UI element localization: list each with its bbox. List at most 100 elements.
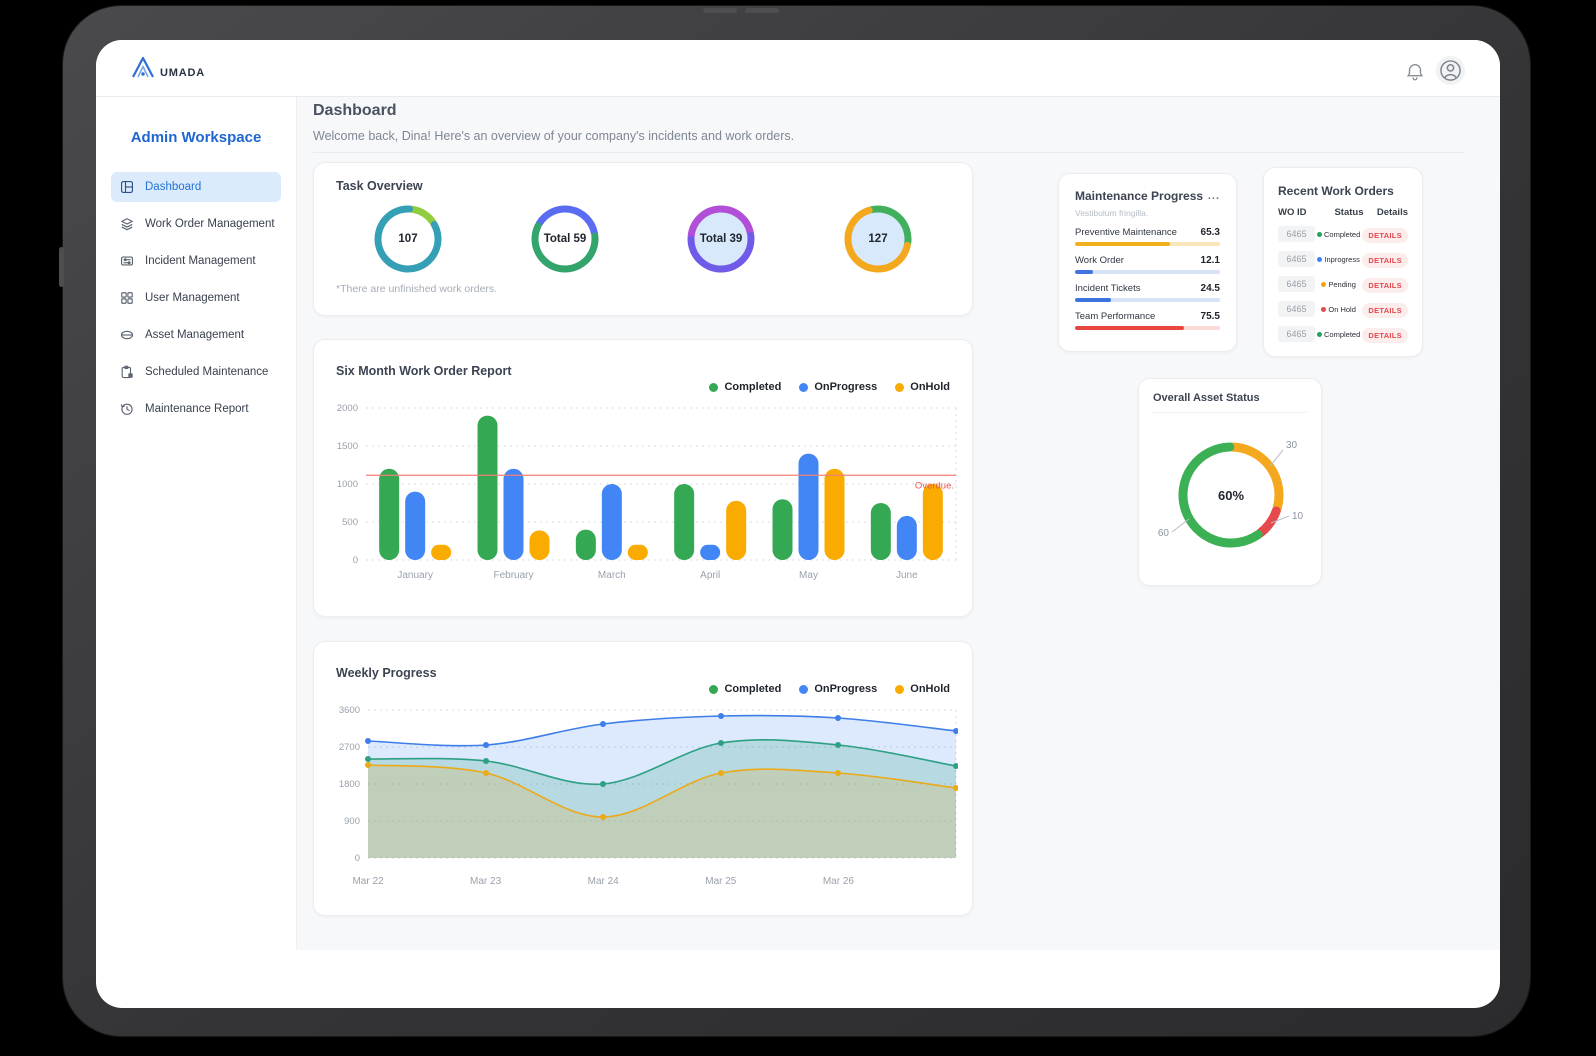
wo-id: 6465 — [1278, 226, 1315, 242]
svg-text:June: June — [896, 570, 918, 581]
task-ring-127: 127 — [840, 201, 916, 277]
sidebar-item-label: Incident Management — [145, 255, 256, 267]
volume-button — [703, 8, 737, 13]
schedule-icon — [120, 365, 134, 379]
six-month-report-card: Six Month Work Order Report Completed OnP… — [313, 339, 973, 617]
status-dot-icon — [1316, 331, 1322, 337]
app-header: UMADA — [96, 40, 1500, 97]
work-orders-header: WO ID Status Details — [1278, 207, 1408, 218]
wo-status: Pending — [1315, 280, 1362, 289]
progress-row-preventive-maintenance: Preventive Maintenance 65.3 — [1075, 227, 1220, 246]
legend-dot-icon — [709, 684, 719, 694]
status-dot-icon — [1316, 231, 1322, 237]
status-label: On Hold — [1328, 304, 1356, 314]
users-icon — [120, 291, 134, 305]
status-label: Completed — [1323, 229, 1361, 239]
svg-text:60: 60 — [1158, 528, 1170, 539]
sidebar-item-label: Dashboard — [145, 181, 202, 193]
work-order-icon — [120, 217, 134, 231]
work-order-row: 6465 Completed DETAILS — [1278, 225, 1408, 243]
sidebar-item-work-order-management[interactable]: Work Order Management — [111, 209, 281, 239]
svg-text:April: April — [700, 570, 720, 581]
progress-fill — [1075, 242, 1170, 246]
progress-row-work-order: Work Order 12.1 — [1075, 255, 1220, 274]
svg-text:500: 500 — [342, 517, 358, 528]
account-avatar-button[interactable] — [1436, 56, 1465, 85]
sidebar-item-dashboard[interactable]: Dashboard — [111, 172, 281, 202]
legend-dot-icon — [895, 684, 905, 694]
notifications-bell-icon[interactable] — [1404, 61, 1426, 83]
progress-fill — [1075, 298, 1111, 302]
svg-text:Mar 22: Mar 22 — [352, 876, 384, 887]
wo-id: 6465 — [1278, 276, 1315, 292]
task-overview-card: Task Overview 107 Total 59 Total 39 127 *Th… — [313, 162, 973, 316]
bar-chart: 0 500 1000 1500 2000 January February March Apri… — [337, 403, 957, 581]
weekly-progress-card: Weekly Progress Completed OnProgress OnHol… — [313, 641, 973, 916]
mountain-logo-icon — [132, 56, 154, 78]
legend-item-onhold[interactable]: OnHold — [895, 381, 950, 393]
progress-fill — [1075, 326, 1185, 330]
area-chart-legend: Completed OnProgress OnHold — [709, 683, 950, 695]
work-order-row: 6465 On Hold DETAILS — [1278, 300, 1408, 318]
maintenance-progress-card: Maintenance Progress ... Vestibulum frin… — [1058, 173, 1237, 352]
svg-text:Mar 24: Mar 24 — [588, 876, 620, 887]
details-button[interactable]: DETAILS — [1362, 278, 1408, 293]
svg-text:900: 900 — [344, 816, 360, 827]
progress-value: 65.3 — [1200, 227, 1220, 238]
legend-dot-icon — [709, 382, 719, 392]
sidebar-item-scheduled-maintenance[interactable]: Scheduled Maintenance — [111, 357, 281, 387]
legend-item-onprogress[interactable]: OnProgress — [799, 683, 877, 695]
svg-text:1800: 1800 — [339, 779, 360, 790]
report-icon — [120, 402, 134, 416]
details-button[interactable]: DETAILS — [1362, 328, 1408, 343]
svg-text:1500: 1500 — [337, 441, 358, 452]
legend-label: OnProgress — [814, 381, 878, 393]
progress-row-team-performance: Team Performance 75.5 — [1075, 311, 1220, 330]
wo-id: 6465 — [1278, 251, 1315, 267]
col-wo-id: WO ID — [1278, 207, 1307, 218]
legend-item-completed[interactable]: Completed — [709, 683, 781, 695]
task-ring-total-39: Total 39 — [683, 201, 759, 277]
task-ring-107: 107 — [370, 201, 446, 277]
wo-status: Inprogress — [1315, 255, 1362, 264]
details-button[interactable]: DETAILS — [1362, 228, 1408, 243]
area-chart: 0 900 1800 2700 3600 Mar 22 Mar 23 Mar 24 Mar 25… — [339, 705, 958, 887]
svg-text:Mar 25: Mar 25 — [705, 876, 737, 887]
sidebar-item-user-management[interactable]: User Management — [111, 283, 281, 313]
progress-track — [1075, 298, 1220, 302]
more-menu-icon[interactable]: ... — [1207, 190, 1220, 202]
progress-track — [1075, 326, 1220, 330]
legend-label: Completed — [724, 381, 782, 393]
legend-label: OnHold — [910, 381, 950, 393]
details-button[interactable]: DETAILS — [1362, 303, 1408, 318]
sidebar-item-label: Asset Management — [145, 329, 245, 341]
sidebar-item-asset-management[interactable]: Asset Management — [111, 320, 281, 350]
svg-text:3600: 3600 — [339, 705, 360, 716]
svg-text:2000: 2000 — [337, 403, 358, 414]
overall-asset-status-title: Overall Asset Status — [1153, 392, 1307, 413]
col-details: Details — [1376, 207, 1408, 218]
page-title: Dashboard — [313, 102, 397, 119]
svg-text:0: 0 — [353, 555, 358, 566]
svg-text:0: 0 — [355, 853, 360, 864]
svg-text:60%: 60% — [1218, 488, 1244, 503]
sidebar: Admin Workspace Dashboard Work Order Mana… — [96, 97, 297, 950]
ring-value: 127 — [868, 233, 888, 245]
wo-id: 6465 — [1278, 326, 1315, 342]
ring-value: 107 — [398, 233, 418, 245]
svg-text:January: January — [397, 570, 433, 581]
svg-text:Mar 26: Mar 26 — [823, 876, 855, 887]
svg-text:30: 30 — [1286, 440, 1298, 451]
legend-item-completed[interactable]: Completed — [709, 381, 781, 393]
status-label: Completed — [1323, 329, 1361, 339]
details-button[interactable]: DETAILS — [1362, 253, 1408, 268]
legend-item-onprogress[interactable]: OnProgress — [799, 381, 877, 393]
work-order-row: 6465 Inprogress DETAILS — [1278, 250, 1408, 268]
recent-work-orders-card: Recent Work Orders WO ID Status Details … — [1263, 167, 1423, 357]
overall-asset-status-card: Overall Asset Status 60% 30 10 60 — [1138, 378, 1322, 586]
sidebar-item-maintenance-report[interactable]: Maintenance Report — [111, 394, 281, 424]
recent-work-orders-title: Recent Work Orders — [1278, 184, 1394, 198]
status-dot-icon — [1317, 256, 1323, 262]
sidebar-item-incident-management[interactable]: Incident Management — [111, 246, 281, 276]
legend-item-onhold[interactable]: OnHold — [895, 683, 950, 695]
